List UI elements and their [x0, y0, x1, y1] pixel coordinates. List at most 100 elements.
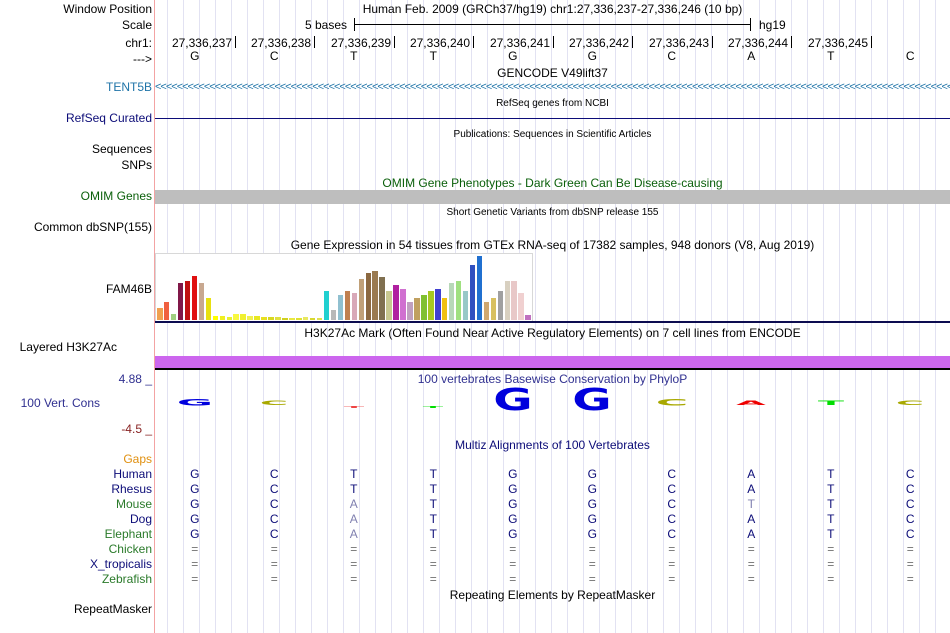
species-label-elephant[interactable]: Elephant [104, 527, 152, 541]
alignment-base: A [349, 527, 358, 541]
track-label-refseq[interactable]: RefSeq Curated [65, 111, 152, 125]
gtex-tissue-bar[interactable] [205, 298, 212, 320]
track-area[interactable]: Human Feb. 2009 (GRCh37/hg19) chr1:27,33… [155, 0, 950, 633]
base-letter: T [429, 49, 437, 63]
gtex-tissue-bar[interactable] [504, 281, 511, 320]
gtex-tissue-bar[interactable] [282, 318, 288, 320]
gtex-tissue-bar[interactable] [240, 314, 246, 320]
gtex-tissue-bar[interactable] [400, 289, 406, 320]
alignment-base: T [350, 467, 358, 481]
gtex-tissue-bar[interactable] [184, 281, 191, 320]
h3k27ac-signal[interactable] [155, 356, 950, 368]
gtex-tissue-bar[interactable] [490, 298, 497, 320]
gtex-tissue-bar[interactable] [219, 316, 226, 320]
species-label-human[interactable]: Human [113, 467, 152, 481]
tent5b-gene-line[interactable]: <<<<<<<<<<<<<<<<<<<<<<<<<<<<<<<<<<<<<<<<… [155, 81, 950, 93]
gtex-tissue-bar[interactable] [170, 314, 177, 320]
alignment-base: T [429, 497, 437, 511]
grid-line [711, 0, 712, 633]
gtex-tissue-bar[interactable] [302, 317, 309, 320]
gtex-tissue-bar[interactable] [289, 318, 295, 320]
gtex-tissue-bar[interactable] [309, 318, 316, 320]
gtex-tissue-bar[interactable] [323, 291, 330, 320]
gtex-tissue-bar[interactable] [476, 256, 483, 320]
gtex-tissue-bar[interactable] [428, 291, 434, 320]
refseq-gene-line[interactable] [155, 118, 950, 119]
grid-line [647, 0, 648, 633]
species-label-dog[interactable]: Dog [129, 512, 152, 526]
gtex-tissue-bar[interactable] [518, 293, 524, 320]
gtex-tissue-bar[interactable] [351, 293, 358, 320]
alignment-base: T [429, 527, 437, 541]
gtex-tissue-bar[interactable] [462, 291, 469, 320]
alignment-base: A [349, 512, 358, 526]
gtex-tissue-bar[interactable] [469, 265, 476, 320]
gtex-tissue-bar[interactable] [226, 317, 233, 320]
gtex-tissue-bar[interactable] [261, 317, 267, 320]
track-label-h3k27ac[interactable]: Layered H3K27Ac [19, 340, 117, 354]
species-label-chicken[interactable]: Chicken [108, 542, 152, 556]
gtex-tissue-bar[interactable] [393, 285, 399, 320]
gtex-tissue-bar[interactable] [386, 291, 392, 320]
omim-feature-bar[interactable] [155, 190, 950, 204]
gtex-tissue-bar[interactable] [441, 298, 448, 320]
gtex-tissue-bar[interactable] [372, 271, 378, 320]
gtex-tissue-bar[interactable] [163, 302, 170, 320]
alignment-base: T [827, 482, 835, 496]
alignment-base: = [747, 557, 755, 571]
track-label-phylop[interactable]: 100 Vert. Cons [20, 396, 100, 410]
gtex-tissue-bar[interactable] [212, 316, 219, 320]
grid-line [695, 0, 696, 633]
gtex-tissue-bar[interactable] [448, 283, 455, 320]
gtex-tissue-bar[interactable] [455, 281, 462, 320]
species-label-x_tropicalis[interactable]: X_tropicalis [89, 557, 152, 571]
alignment-base: G [587, 527, 597, 541]
gtex-tissue-bar[interactable] [414, 298, 420, 320]
species-label-zebrafish[interactable]: Zebrafish [101, 572, 152, 586]
track-label-dbsnp[interactable]: Common dbSNP(155) [33, 220, 152, 234]
alignment-base: T [429, 467, 437, 481]
gtex-tissue-bar[interactable] [511, 281, 517, 320]
gtex-tissue-bar[interactable] [191, 276, 198, 320]
gtex-tissue-bar[interactable] [316, 318, 323, 320]
gtex-tissue-bar[interactable] [365, 273, 372, 320]
phylop-max-label: 4.88 _ [118, 372, 152, 386]
alignment-base: = [509, 557, 517, 571]
gtex-tissue-bar[interactable] [296, 318, 302, 320]
gtex-tissue-bar[interactable] [198, 283, 205, 320]
gtex-tissue-bar[interactable] [358, 279, 365, 320]
alignment-base: = [191, 572, 199, 586]
gtex-tissue-bar[interactable] [483, 302, 490, 320]
grid-line [887, 0, 888, 633]
species-label-mouse[interactable]: Mouse [115, 497, 152, 511]
track-label-repeatmasker[interactable]: RepeatMasker [73, 602, 152, 616]
ruler-tick [553, 36, 554, 48]
track-label-sequences[interactable]: Sequences [91, 142, 152, 156]
gtex-tissue-bar[interactable] [344, 291, 351, 320]
track-label-gtex[interactable]: FAM46B [105, 282, 152, 296]
alignment-base: G [190, 497, 200, 511]
gtex-tissue-bar[interactable] [407, 302, 413, 320]
gtex-tissue-bar[interactable] [177, 283, 184, 320]
gtex-tissue-bar[interactable] [330, 310, 337, 320]
track-label-omim[interactable]: OMIM Genes [80, 189, 152, 203]
gencode-title: GENCODE V49lift37 [497, 66, 608, 80]
gtex-tissue-bar[interactable] [497, 291, 504, 320]
gtex-tissue-bar[interactable] [268, 317, 274, 320]
track-label-snps[interactable]: SNPs [121, 158, 152, 172]
gtex-tissue-bar[interactable] [337, 295, 344, 320]
gtex-tissue-bar[interactable] [157, 308, 163, 320]
track-label-tent5b[interactable]: TENT5B [105, 80, 152, 94]
gtex-tissue-bar[interactable] [421, 295, 427, 320]
gtex-tissue-bar[interactable] [525, 315, 531, 320]
gtex-tissue-bar[interactable] [247, 316, 253, 320]
grid-line [823, 0, 824, 633]
alignment-base: = [668, 542, 676, 556]
species-label-rhesus[interactable]: Rhesus [111, 482, 152, 496]
gtex-tissue-bar[interactable] [379, 277, 385, 320]
gtex-tissue-bar[interactable] [254, 316, 260, 320]
gtex-tissue-bar[interactable] [435, 289, 441, 320]
gtex-tissue-bar[interactable] [233, 314, 239, 320]
grid-line [663, 0, 664, 633]
gtex-tissue-bar[interactable] [275, 317, 281, 320]
